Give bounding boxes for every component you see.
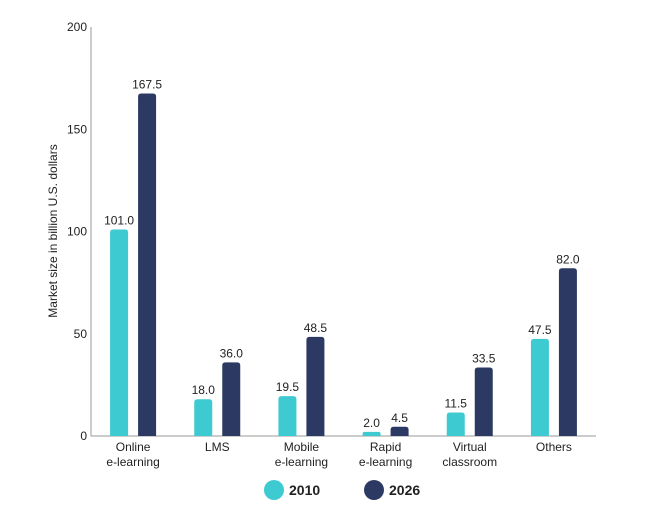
x-category-label: e-learning (106, 455, 159, 469)
x-category-label: LMS (205, 440, 230, 454)
data-label-2010-4: 11.5 (445, 396, 468, 410)
y-tick-label: 50 (74, 327, 88, 341)
data-label-2026-5: 82.0 (556, 252, 580, 266)
bar-2010-5 (530, 338, 549, 436)
data-label-2026-1: 36.0 (220, 346, 244, 360)
data-label-2010-0: 101.0 (104, 213, 134, 227)
y-axis-title: Market size in billion U.S. dollars (46, 144, 60, 317)
legend-label-2026: 2026 (389, 482, 420, 498)
y-tick-label: 200 (67, 20, 87, 34)
bar-2010-1 (194, 399, 213, 436)
data-label-2026-3: 4.5 (391, 411, 408, 425)
data-label-2010-3: 2.0 (363, 416, 380, 430)
x-category-label: classroom (442, 455, 497, 469)
x-category-label: e-learning (275, 455, 328, 469)
data-label-2026-4: 33.5 (472, 351, 496, 365)
y-axis-ticks: 0 50 100 150 200 (67, 20, 87, 443)
x-category-label: e-learning (359, 455, 412, 469)
bar-2010-0 (110, 229, 129, 436)
bar-2026-5 (558, 268, 577, 436)
bar-2026-3 (390, 426, 409, 436)
data-label-2010-1: 18.0 (192, 383, 216, 397)
data-label-2026-2: 48.5 (304, 321, 328, 335)
bar-2026-0 (138, 93, 157, 437)
bars (110, 93, 577, 437)
bar-2026-4 (474, 367, 493, 436)
legend-marker-2026 (364, 480, 384, 500)
bar-2026-2 (306, 336, 325, 436)
y-tick-label: 0 (80, 429, 87, 443)
legend: 2010 2026 (264, 480, 420, 500)
x-category-label: Others (536, 440, 572, 454)
data-label-2010-2: 19.5 (276, 380, 300, 394)
bar-2026-1 (222, 362, 241, 436)
legend-label-2010: 2010 (289, 482, 320, 498)
data-label-2010-5: 47.5 (528, 323, 552, 337)
x-category-label: Online (116, 440, 151, 454)
bar-2010-3 (362, 431, 381, 436)
y-tick-label: 100 (67, 225, 87, 239)
legend-marker-2010 (264, 480, 284, 500)
y-tick-label: 150 (67, 122, 87, 136)
bar-2010-2 (278, 396, 297, 436)
data-labels: 101.0 167.5 18.0 36.0 19.5 48.5 2.0 4.5 11.5 33.5… (104, 77, 580, 429)
x-category-label: Virtual (453, 440, 487, 454)
x-category-label: Mobile (284, 440, 320, 454)
bar-2010-4 (446, 412, 465, 436)
data-label-2026-0: 167.5 (132, 77, 162, 91)
x-category-label: Rapid (370, 440, 401, 454)
